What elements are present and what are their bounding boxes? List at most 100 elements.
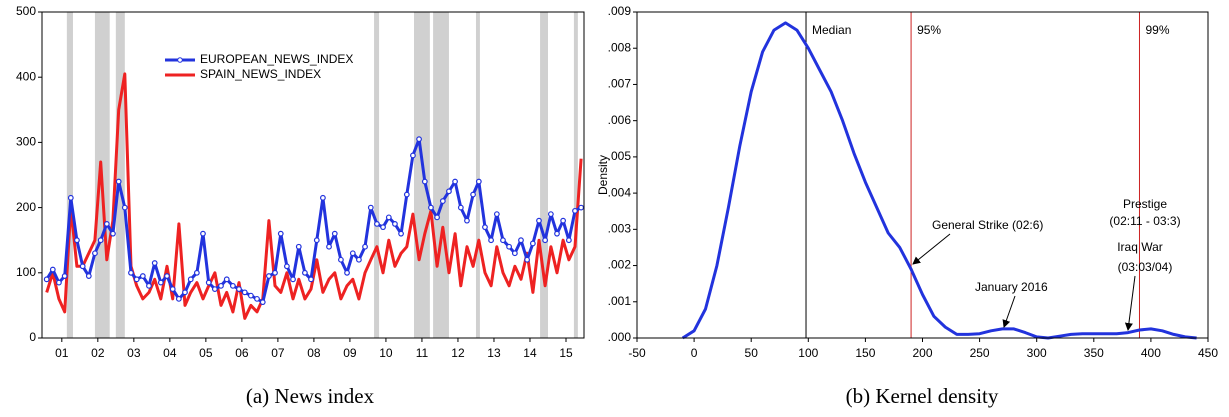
data-point (308, 276, 314, 283)
data-point (139, 273, 146, 279)
data-point (421, 178, 428, 185)
data-point (211, 286, 218, 293)
data-point (110, 230, 116, 237)
data-point (488, 237, 494, 244)
y-tick-label: .007 (608, 77, 632, 91)
caption: (a) News index (246, 384, 375, 408)
shaded-region (414, 12, 430, 338)
data-point (151, 260, 158, 266)
plot-frame (41, 11, 585, 339)
y-tick-label: .005 (608, 149, 632, 163)
data-point (493, 211, 500, 218)
data-point (506, 243, 512, 250)
x-tick-label: 06 (235, 346, 249, 360)
data-point (313, 237, 320, 244)
data-point (349, 250, 356, 257)
x-tick-label: 150 (855, 346, 875, 360)
data-point (542, 237, 549, 244)
x-tick-label: 09 (343, 346, 357, 360)
data-point (500, 237, 506, 244)
data-point (115, 178, 122, 185)
data-point (524, 256, 530, 263)
x-tick-label: 300 (1027, 346, 1047, 360)
x-tick-label: 05 (199, 346, 213, 360)
data-point (187, 276, 194, 283)
data-point (410, 152, 416, 159)
data-point (362, 243, 368, 250)
data-point (56, 279, 62, 286)
y-tick-label: .004 (608, 185, 632, 199)
x-tick-label: 03 (127, 346, 141, 360)
data-point (103, 220, 110, 227)
x-tick-label: 12 (451, 346, 465, 360)
y-axis-label: Density (596, 155, 610, 195)
data-point (92, 250, 98, 257)
data-point (385, 214, 392, 221)
data-point (434, 214, 440, 221)
x-tick-label: 100 (798, 346, 818, 360)
data-point (367, 204, 374, 211)
x-tick-label: 08 (307, 346, 321, 360)
annotation: General Strike (02:6) (932, 218, 1043, 232)
data-point (439, 198, 446, 204)
data-point (326, 243, 332, 250)
data-point (547, 211, 554, 218)
data-point (416, 136, 422, 143)
data-point (572, 207, 578, 214)
data-point (428, 204, 434, 211)
data-point (475, 178, 482, 185)
data-point (229, 282, 236, 289)
data-point (164, 273, 170, 279)
data-point (200, 230, 206, 237)
x-tick-label: 01 (55, 346, 69, 360)
data-point (536, 217, 542, 224)
data-point (380, 224, 386, 231)
data-point (529, 240, 536, 247)
chart-0: 0 100 200 300 400 500 01 02 03 04 05 06 07 08 09 10 11 12… (16, 4, 585, 408)
data-point (374, 220, 380, 227)
shaded-region (573, 12, 578, 338)
x-tick-label: 14 (523, 346, 537, 360)
data-point (61, 273, 68, 279)
data-point (182, 289, 188, 296)
data-point (277, 230, 284, 237)
data-point (265, 273, 272, 279)
shaded-region (66, 12, 73, 338)
annotation-arrow (1002, 295, 1016, 328)
data-point (518, 237, 524, 244)
y-tick-label: .006 (608, 113, 632, 127)
y-tick-label: .002 (608, 258, 632, 272)
data-point (320, 194, 326, 201)
y-tick-label: 400 (16, 69, 36, 83)
data-point (464, 217, 470, 224)
data-point (565, 237, 572, 244)
data-point (338, 256, 344, 263)
data-point (97, 237, 104, 244)
data-point (511, 250, 518, 257)
x-tick-label: 250 (970, 346, 990, 360)
x-tick-label: 13 (487, 346, 501, 360)
shaded-region (540, 12, 548, 338)
x-tick-label: 50 (745, 346, 759, 360)
y-tick-label: 500 (16, 4, 36, 18)
data-point (157, 279, 164, 286)
data-point (74, 237, 80, 244)
chart-1: .000 .001 .002 .003 .004 .005 .006 .007 .008 .009… (596, 4, 1218, 408)
data-point (79, 263, 86, 270)
y-tick-label: 100 (16, 265, 36, 279)
y-tick-label: .001 (608, 294, 632, 308)
data-point (283, 263, 290, 270)
data-point (223, 276, 230, 283)
data-point (49, 266, 56, 273)
x-tick-label: 450 (1198, 346, 1218, 360)
data-point (175, 295, 182, 302)
y-tick-label: .003 (608, 222, 632, 236)
data-point (295, 243, 302, 250)
shaded-region (374, 12, 380, 338)
data-point (205, 279, 212, 286)
series-line (681, 21, 1197, 340)
data-point (259, 299, 266, 306)
data-point (236, 286, 242, 293)
data-point (398, 230, 404, 237)
